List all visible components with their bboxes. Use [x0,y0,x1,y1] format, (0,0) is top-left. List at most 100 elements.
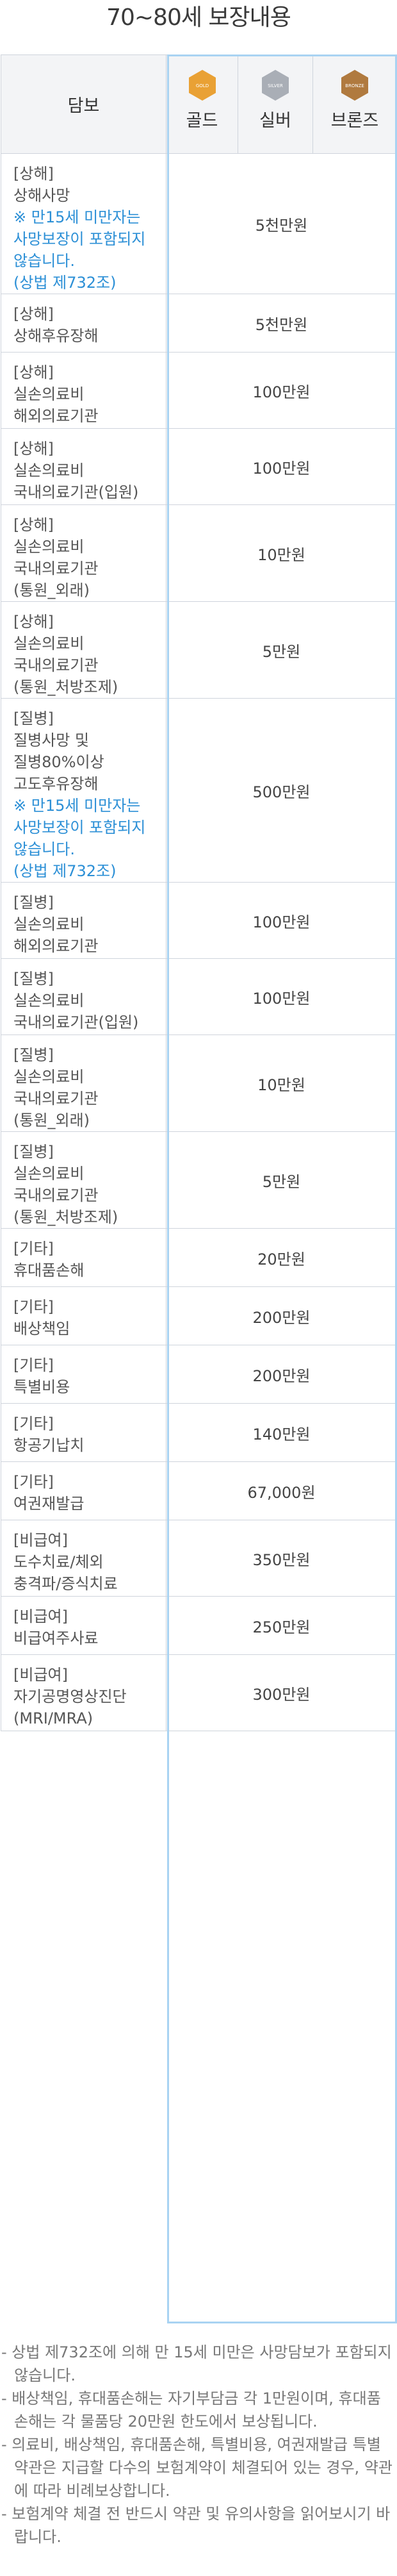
coverage-amount: 100만원 [166,352,397,429]
coverage-header: 담보 [1,54,166,154]
coverage-line: 질병사망 및 [13,731,90,749]
tier-bronze-header: BRONZE 브론즈 [312,54,397,154]
coverage-line: 실손의료비 [13,635,85,652]
table-row: [기타] 항공기납치 140만원 [1,1403,397,1462]
table-row: [질병] 실손의료비 국내의료기관 (통원_처방조제) 5만원 [1,1131,397,1229]
coverage-line: 휴대품손해 [13,1261,85,1279]
footnote: - 배상책임, 휴대품손해는 자기부담금 각 1만원이며, 휴대품손해는 각 물… [1,2389,381,2431]
coverage-amount: 140만원 [166,1403,397,1462]
coverage-line: (MRI/MRA) [13,1709,93,1727]
coverage-name-cell: [기타] 배상책임 [1,1286,166,1345]
coverage-line: 실손의료비 [13,992,85,1010]
coverage-line: 국내의료기관 [13,1186,99,1204]
tier-silver-label: 실버 [259,111,291,131]
coverage-name-cell: [기타] 특별비용 [1,1345,166,1404]
footnote: - 보험계약 체결 전 반드시 약관 및 유의사항을 읽어보시기 바랍니다. [1,2505,391,2546]
coverage-line: 해외의료기관 [13,937,99,955]
coverage-name-cell: [질병] 실손의료비 국내의료기관(입원) [1,958,166,1035]
footnotes: - 상법 제732조에 의해 만 15세 미만은 사망담보가 포함되지 않습니다… [1,2341,393,2548]
table-row: [질병] 실손의료비 국내의료기관(입원) 100만원 [1,958,397,1035]
coverage-amount: 10만원 [166,504,397,602]
silver-badge-icon: SILVER [261,69,289,101]
coverage-line: (통원_외래) [13,581,90,599]
coverage-amount: 200만원 [166,1345,397,1404]
coverage-line: (통원_처방조제) [13,678,118,696]
tier-bronze-label: 브론즈 [330,111,379,131]
coverage-category: [기타] [13,1298,54,1316]
coverage-category: [기타] [13,1415,54,1433]
coverage-category: [질병] [13,1143,54,1161]
coverage-category: [기타] [13,1473,54,1491]
coverage-name-cell: [질병] 실손의료비 해외의료기관 [1,882,166,959]
svg-text:SILVER: SILVER [268,83,283,88]
coverage-name-cell: [비급여] 비급여주사료 [1,1596,166,1655]
bronze-badge-icon: BRONZE [341,69,369,101]
coverage-line: 질병80%이상 [13,753,104,771]
table-header-row: 담보 GOLD 골드 SILVER 실버 BRONZE 브론즈 [1,54,397,154]
table-row: [기타] 여권재발급 67,000원 [1,1461,397,1520]
coverage-line: 국내의료기관 [13,560,99,578]
coverage-amount: 500만원 [166,698,397,883]
table-row: [기타] 특별비용 200만원 [1,1345,397,1404]
page-title: 70~80세 보장내용 [106,4,291,31]
coverage-line: 충격파/증식치료 [13,1575,118,1593]
table-row: [기타] 배상책임 200만원 [1,1286,397,1345]
coverage-category: [상해] [13,305,54,323]
coverage-amount: 20만원 [166,1228,397,1287]
coverage-amount: 5천만원 [166,294,397,353]
coverage-name-cell: [질병] 실손의료비 국내의료기관 (통원_처방조제) [1,1131,166,1229]
table-row: [질병] 실손의료비 해외의료기관 100만원 [1,882,397,959]
table-row: [비급여] 도수치료/체외 충격파/증식치료 350만원 [1,1520,397,1597]
coverage-amount: 100만원 [166,958,397,1035]
coverage-line: 국내의료기관(입원) [13,483,139,501]
coverage-amount: 100만원 [166,428,397,505]
coverage-line: 도수치료/체외 [13,1553,104,1571]
table-row: [비급여] 비급여주사료 250만원 [1,1596,397,1655]
coverage-category: [상해] [13,516,54,534]
coverage-amount: 5천만원 [166,153,397,294]
coverage-category: [상해] [13,165,54,183]
coverage-category: [질병] [13,1046,54,1064]
table-row: [질병] 질병사망 및 질병80%이상 고도후유장해 ※ 만15세 미만자는 사망보장이 … [1,698,397,883]
coverage-category: [비급여] [13,1666,68,1684]
coverage-line: 해외의료기관 [13,407,99,425]
coverage-amount: 350만원 [166,1520,397,1597]
coverage-line: (통원_외래) [13,1111,90,1129]
coverage-amount: 100만원 [166,882,397,959]
coverage-line: 자기공명영상진단 [13,1688,127,1706]
coverage-name-cell: [상해] 실손의료비 국내의료기관(입원) [1,428,166,505]
coverage-category: [기타] [13,1240,54,1258]
coverage-note: ※ 만15세 미만자는 [13,208,141,226]
coverage-amount: 250만원 [166,1596,397,1655]
coverage-category: [상해] [13,613,54,631]
coverage-line: 비급여주사료 [13,1629,99,1647]
footnote: - 의료비, 배상책임, 휴대품손해, 특별비용, 여권재발급 특별약관은 지급… [1,2436,393,2500]
coverage-line: 국내의료기관 [13,656,99,674]
coverage-line: 배상책임 [13,1320,70,1338]
coverage-name-cell: [질병] 질병사망 및 질병80%이상 고도후유장해 ※ 만15세 미만자는 사망보장이 … [1,698,166,883]
coverage-category: [질병] [13,893,54,911]
coverage-line: 항공기납치 [13,1436,85,1454]
coverage-name-cell: [기타] 여권재발급 [1,1461,166,1520]
coverage-category: [비급여] [13,1608,68,1625]
table-row: [상해] 실손의료비 국내의료기관 (통원_처방조제) 5만원 [1,601,397,699]
coverage-line: 실손의료비 [13,1068,85,1086]
coverage-category: [질병] [13,710,54,727]
coverage-line: 실손의료비 [13,385,85,403]
svg-text:GOLD: GOLD [195,83,208,88]
coverage-line: 실손의료비 [13,461,85,479]
coverage-line: 실손의료비 [13,538,85,556]
coverage-line: 상해후유장해 [13,327,99,345]
coverage-line: 실손의료비 [13,1165,85,1183]
coverage-name-cell: [비급여] 자기공명영상진단 (MRI/MRA) [1,1654,166,1731]
coverage-table: 담보 GOLD 골드 SILVER 실버 BRONZE 브론즈 [상해] 상해사망… [1,54,397,1731]
coverage-category: [상해] [13,363,54,381]
coverage-line: 국내의료기관 [13,1090,99,1108]
tier-gold-header: GOLD 골드 [166,54,238,154]
